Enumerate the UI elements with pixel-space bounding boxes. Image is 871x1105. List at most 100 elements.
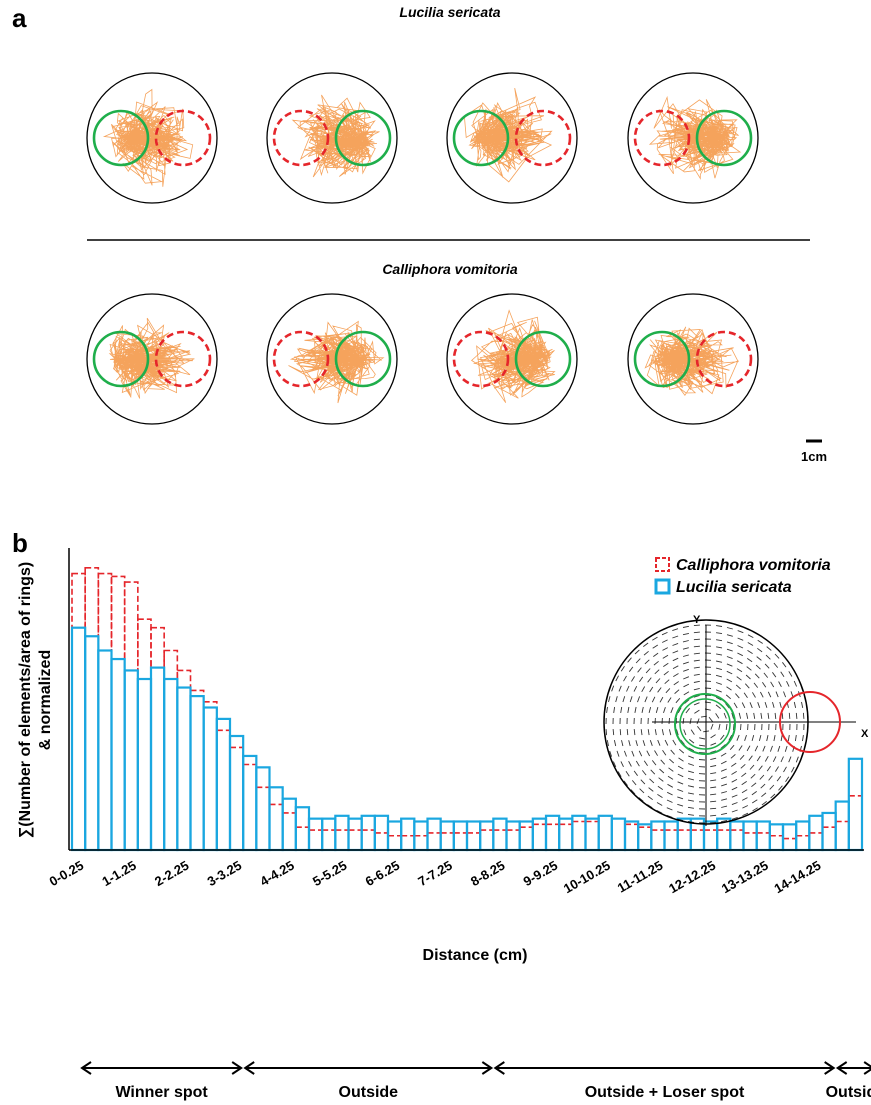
- panel-b-letter: b: [12, 528, 28, 558]
- arena-boundary: [266, 293, 398, 425]
- bar-calliphora: [782, 837, 797, 851]
- bar-lucilia: [531, 817, 548, 852]
- bar-calliphora: [663, 829, 679, 851]
- x-tick-label: 0-0.25: [47, 858, 86, 889]
- arena: [266, 72, 398, 204]
- x-tick-labels: 0-0.25 1-1.25 2-2.25 3-3.25 4-4.25 5-5.25 6-6.…: [47, 858, 824, 897]
- arena-boundary: [627, 72, 759, 204]
- x-tick-label: 14-14.25: [771, 858, 823, 897]
- x-tick-label: 10-10.25: [561, 858, 613, 897]
- winner-spot-circle: [92, 109, 150, 167]
- bar-calliphora: [769, 834, 784, 851]
- bar-calliphora: [163, 649, 179, 851]
- arena: [446, 293, 578, 425]
- arena: [627, 293, 759, 425]
- region-arrow: [243, 1061, 494, 1075]
- region-label: Outside: [826, 1084, 871, 1101]
- bar-calliphora: [281, 812, 297, 851]
- bar-calliphora: [453, 832, 468, 851]
- bar-calliphora: [742, 832, 758, 851]
- bar-lucilia: [755, 820, 771, 852]
- bar-lucilia: [97, 649, 113, 852]
- bar-lucilia: [729, 820, 745, 852]
- bar-lucilia: [228, 734, 245, 852]
- bar-lucilia: [70, 626, 87, 852]
- region-arrow: [493, 1061, 836, 1075]
- bar-calliphora: [466, 832, 481, 851]
- bar-calliphora: [571, 820, 587, 851]
- bar-lucilia: [821, 811, 837, 852]
- x-tick-label: 7-7.25: [415, 858, 454, 889]
- x-tick-label: 8-8.25: [468, 858, 507, 889]
- inset-x-label: X: [861, 728, 869, 740]
- bar-lucilia: [163, 677, 179, 852]
- bar-lucilia: [610, 817, 627, 852]
- winner-spot-circle: [452, 109, 510, 167]
- bar-lucilia: [268, 786, 284, 852]
- x-tick-label: 12-12.25: [666, 858, 718, 897]
- bar-calliphora: [242, 763, 258, 851]
- bar-lucilia: [202, 706, 218, 852]
- bar-lucilia: [465, 820, 482, 852]
- bar-calliphora: [597, 814, 613, 851]
- arena-boundary: [86, 72, 218, 204]
- arena-boundary: [446, 72, 578, 204]
- bar-lucilia: [544, 814, 561, 852]
- winner-spot-circle: [633, 330, 691, 388]
- bar-calliphora: [268, 803, 284, 851]
- legend-label-lucilia: Lucilia sericata: [676, 579, 792, 596]
- bar-lucilia: [176, 686, 192, 852]
- loser-spot-circle: [452, 330, 510, 388]
- bar-calliphora: [611, 817, 626, 851]
- bar-lucilia: [334, 814, 350, 852]
- bar-lucilia: [123, 669, 139, 852]
- arena: [266, 293, 398, 425]
- x-tick-label: 2-2.25: [152, 858, 191, 889]
- x-tick-label: 11-11.25: [615, 858, 666, 896]
- bar-calliphora: [795, 834, 811, 851]
- loser-spot-circle: [272, 109, 330, 167]
- bar-calliphora: [808, 832, 824, 851]
- bar-calliphora: [71, 572, 86, 851]
- bar-calliphora: [690, 829, 705, 851]
- y-axis-label-line-2: & normalized: [37, 650, 54, 750]
- bar-lucilia: [321, 817, 337, 852]
- arena: [446, 72, 578, 204]
- loser-spot-circle: [154, 330, 212, 388]
- bar-calliphora: [150, 626, 165, 851]
- bar-lucilia: [149, 666, 166, 852]
- bar-calliphora: [413, 834, 429, 851]
- bar-calliphora: [624, 823, 639, 851]
- bar-calliphora: [229, 746, 244, 851]
- x-tick-label: 9-9.25: [521, 858, 560, 889]
- arena-boundary: [86, 293, 218, 425]
- legend-swatch-lucilia: [654, 578, 671, 595]
- winner-spot-circle: [92, 330, 150, 388]
- bar-calliphora: [334, 829, 350, 851]
- bar-calliphora: [676, 829, 692, 851]
- trajectory-path: [288, 320, 385, 404]
- x-tick-label: 5-5.25: [310, 858, 349, 889]
- region-label: Winner spot: [115, 1084, 208, 1101]
- x-axis-label: Distance (cm): [423, 947, 528, 964]
- bar-lucilia: [360, 814, 376, 852]
- loser-spot-circle: [514, 109, 572, 167]
- y-axis-label-line-1: ∑(Number of elements/area of rings): [17, 562, 34, 838]
- bar-calliphora: [189, 689, 205, 851]
- trajectory-path: [470, 309, 556, 403]
- bar-lucilia: [834, 800, 850, 852]
- bar-calliphora: [387, 834, 402, 851]
- species-title-2: Calliphora vomitoria: [382, 261, 518, 277]
- bar-calliphora: [729, 829, 745, 851]
- bar-calliphora: [716, 829, 732, 851]
- trajectory-path: [291, 94, 380, 178]
- bar-lucilia: [110, 657, 126, 852]
- bar-calliphora: [834, 820, 850, 851]
- bar-calliphora: [176, 669, 192, 851]
- loser-spot-circle: [272, 330, 330, 388]
- bar-calliphora: [848, 795, 863, 851]
- loser-spot-circle: [154, 109, 212, 167]
- bar-lucilia: [242, 754, 258, 852]
- loser-spot-circle: [695, 330, 753, 388]
